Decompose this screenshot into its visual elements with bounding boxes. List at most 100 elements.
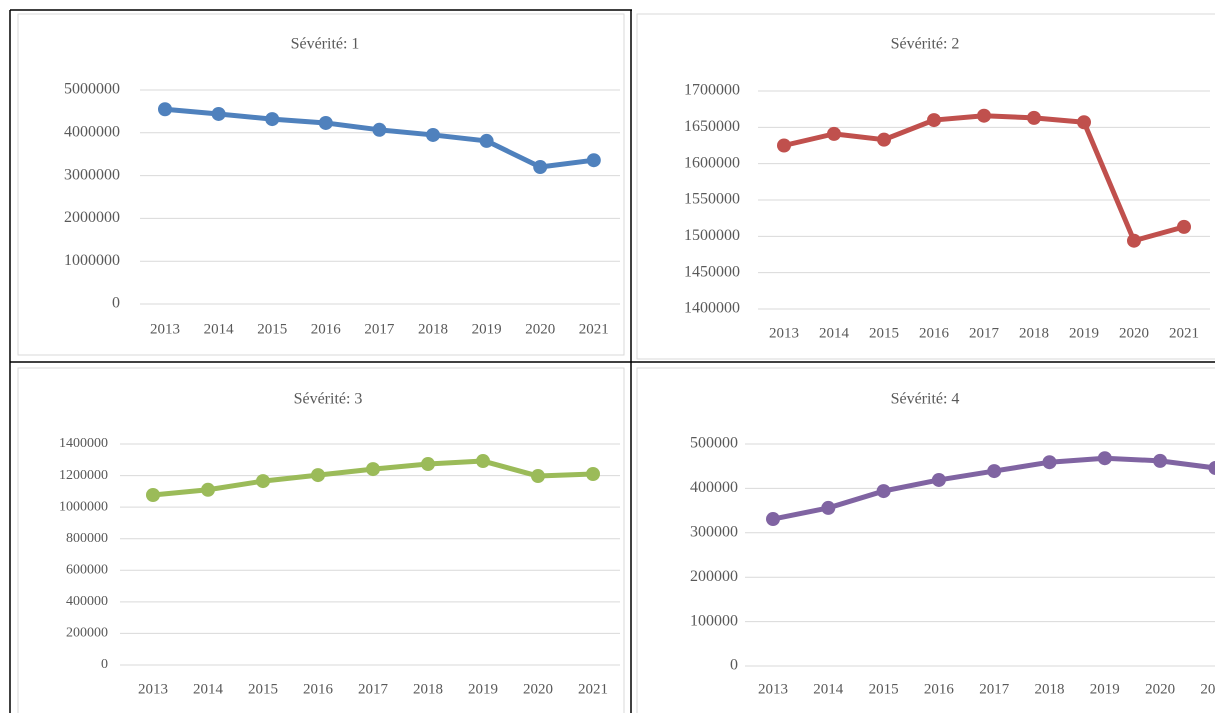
y-tick-label: 5000000 [64,81,120,98]
marker [265,112,280,127]
x-tick-label: 2016 [311,321,342,337]
x-tick-label: 2020 [1145,681,1175,697]
x-tick-label: 2018 [1019,325,1049,341]
x-tick-label: 2016 [303,681,334,697]
marker [476,454,490,469]
x-tick-label: 2021 [579,321,609,337]
x-tick-label: 2013 [150,321,180,337]
y-tick-label: 1200000 [59,468,108,483]
marker [366,462,380,477]
x-tick-label: 2014 [819,325,850,341]
x-tick-label: 2015 [869,681,899,697]
x-tick-label: 2018 [418,321,448,337]
x-tick-label: 2014 [204,321,235,337]
y-tick-label: 2000000 [64,209,120,226]
chart-frame [17,13,625,356]
x-tick-label: 2017 [358,681,389,697]
x-tick-label: 2014 [813,681,844,697]
y-tick-label: 1400000 [59,436,108,451]
marker [479,133,494,148]
x-tick-label: 2013 [758,681,788,697]
x-tick-label: 2016 [919,325,950,341]
marker [533,160,548,175]
y-tick-label: 500000 [690,435,738,452]
x-tick-label: 2018 [413,681,443,697]
marker [146,487,160,502]
y-tick-label: 0 [112,295,120,312]
marker [821,500,836,515]
y-tick-label: 1400000 [684,300,740,317]
y-tick-label: 4000000 [64,123,120,140]
y-tick-label: 200000 [690,568,738,585]
x-tick-label: 2019 [1069,325,1099,341]
y-tick-label: 1000000 [64,252,120,269]
marker [931,472,946,487]
chart-title: Sévérité: 4 [891,391,960,408]
x-tick-label: 2013 [138,681,168,697]
marker [877,132,891,147]
marker [1153,453,1168,468]
marker [372,122,387,137]
marker [1177,219,1191,234]
x-tick-label: 2021 [1169,325,1199,341]
y-tick-label: 1450000 [684,263,740,280]
chart-frame [636,367,1215,713]
x-tick-label: 2015 [257,321,287,337]
marker [1027,110,1041,125]
x-tick-label: 2019 [472,321,502,337]
y-tick-label: 400000 [690,479,738,496]
x-tick-label: 2020 [523,681,553,697]
x-tick-label: 2019 [468,681,498,697]
y-tick-label: 400000 [66,594,108,609]
chart-frame [17,367,625,713]
marker [876,484,891,499]
y-tick-label: 3000000 [64,166,120,183]
chart-title: Sévérité: 1 [291,36,360,53]
marker [927,113,941,128]
marker [586,153,601,168]
marker [977,108,991,123]
marker [987,464,1002,479]
y-tick-label: 200000 [66,626,108,641]
marker [777,138,791,153]
marker [531,469,545,484]
x-tick-label: 2021 [1200,681,1215,697]
y-tick-label: 1650000 [684,118,740,135]
x-tick-label: 2021 [578,681,608,697]
x-tick-label: 2016 [924,681,955,697]
x-tick-label: 2014 [193,681,224,697]
marker [1208,460,1215,475]
y-tick-label: 1500000 [684,227,740,244]
x-tick-label: 2013 [769,325,799,341]
marker [421,457,435,472]
marker [1042,455,1057,470]
x-tick-label: 2017 [969,325,1000,341]
y-tick-label: 100000 [690,612,738,629]
x-tick-label: 2015 [869,325,899,341]
x-tick-label: 2020 [525,321,555,337]
marker [827,126,841,141]
marker [318,115,333,130]
chart-title: Sévérité: 2 [891,36,960,53]
marker [1077,115,1091,130]
chart-title: Sévérité: 3 [294,391,363,408]
y-tick-label: 600000 [66,563,108,578]
marker [1097,451,1112,466]
y-tick-label: 1600000 [684,154,740,171]
line [783,113,1185,244]
marker [201,482,215,497]
marker [426,127,440,142]
x-tick-label: 2017 [364,321,395,337]
marker [211,106,226,121]
marker [311,468,325,483]
marker [158,102,172,117]
marker [256,474,270,489]
x-tick-label: 2020 [1119,325,1149,341]
y-tick-label: 0 [101,657,108,672]
chart-frame [636,13,1215,360]
marker [1127,233,1141,248]
x-tick-label: 2017 [979,681,1010,697]
y-tick-label: 0 [730,657,738,674]
y-tick-label: 300000 [690,523,738,540]
